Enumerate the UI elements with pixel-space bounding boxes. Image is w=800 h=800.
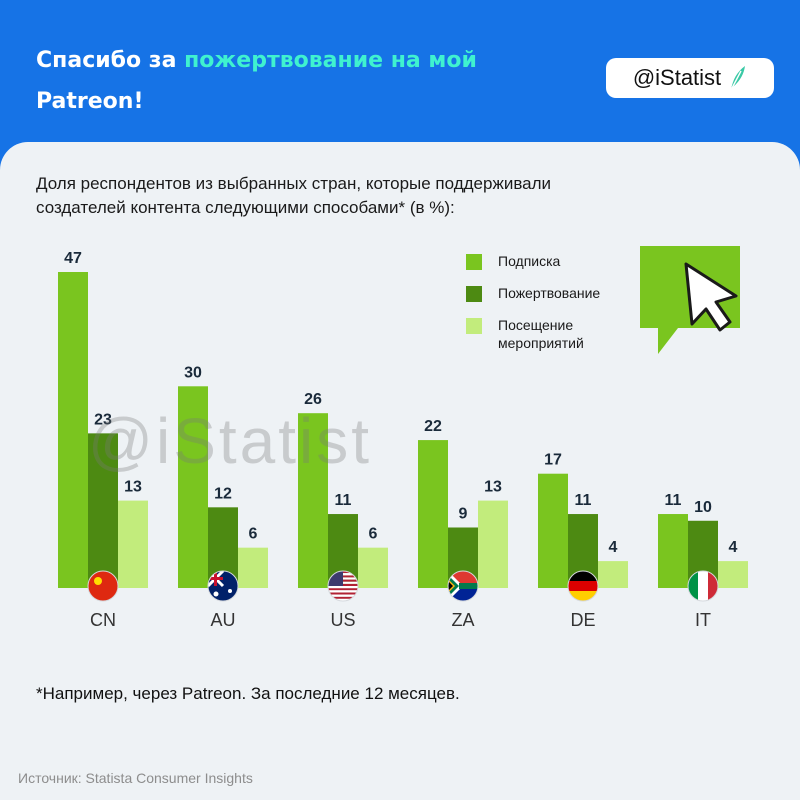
data-label-cn-s1: 47: [64, 250, 82, 267]
data-label-us-s3: 6: [369, 526, 378, 543]
data-label-de-s3: 4: [609, 539, 618, 556]
title-plain: Спасибо за: [36, 48, 185, 73]
data-label-au-s3: 6: [249, 526, 258, 543]
footnote: *Например, через Patreon. За последние 1…: [36, 684, 460, 703]
bar-au-s1: [178, 386, 208, 588]
feather-icon: [730, 66, 746, 91]
germany-flag-icon: [567, 570, 599, 602]
china-flag-icon: [87, 570, 119, 602]
legend: Подписка Пожертвование Посещение мероприяти…: [466, 253, 600, 351]
data-label-it-s2: 10: [694, 499, 712, 516]
data-label-za-s1: 22: [424, 418, 442, 435]
source-note: Источник: Statista Consumer Insights: [18, 770, 253, 786]
brand-label: @iStatist: [632, 65, 722, 90]
legend-label-s3: Посещение мероприятий: [498, 317, 584, 351]
data-label-cn-s2: 23: [94, 411, 112, 428]
data-label-us-s1: 26: [304, 391, 322, 408]
data-label-it-s1: 11: [665, 492, 682, 509]
bars-layer: 47 23 13 CN 30 12 6 AU 26 11 6 US 22 9 13 ZA 17 11 4 DE 11 10…: [58, 250, 748, 630]
chart-title: Доля респондентов из выбранных стран, ко…: [36, 174, 552, 217]
category-label-au: AU: [210, 610, 235, 630]
bar-cn-s3: [118, 500, 148, 588]
title-line2: Patreon!: [36, 89, 144, 114]
category-label-za: ZA: [451, 610, 474, 630]
data-label-it-s3: 4: [729, 539, 738, 556]
data-label-de-s1: 17: [544, 452, 562, 469]
bar-cn-s2: [88, 433, 118, 588]
bar-chart: 47 23 13 CN 30 12 6 AU 26 11 6 US 22 9 13 ZA 17 11 4 DE 11 10…: [58, 246, 748, 630]
usa-flag-icon: [327, 570, 359, 602]
brand-badge[interactable]: @iStatist: [606, 58, 774, 98]
data-label-za-s2: 9: [459, 505, 468, 522]
bar-za-s3: [478, 500, 508, 588]
legend-swatch-s2: [466, 286, 482, 302]
bar-it-s3: [718, 561, 748, 588]
data-label-au-s1: 30: [184, 364, 202, 381]
bar-za-s1: [418, 440, 448, 588]
bar-us-s3: [358, 547, 388, 588]
data-label-de-s2: 11: [575, 492, 592, 509]
category-label-it: IT: [695, 610, 711, 630]
data-label-au-s2: 12: [214, 485, 232, 502]
data-label-za-s3: 13: [484, 479, 502, 496]
south-africa-flag-icon: [447, 570, 479, 602]
category-label-us: US: [330, 610, 355, 630]
bar-de-s3: [598, 561, 628, 588]
category-label-de: DE: [570, 610, 595, 630]
legend-label-s1: Подписка: [498, 253, 561, 269]
data-label-us-s2: 11: [335, 492, 352, 509]
australia-flag-icon: [207, 570, 239, 602]
title-accent: пожертвование на мой: [184, 48, 477, 73]
category-label-cn: CN: [90, 610, 116, 630]
data-label-cn-s3: 13: [124, 479, 142, 496]
page-title: Спасибо за пожертвование на мой Patreon!: [36, 40, 556, 122]
bar-cn-s1: [58, 272, 88, 588]
legend-swatch-s1: [466, 254, 482, 270]
italy-flag-icon: [687, 570, 719, 602]
cursor-speech-bubble-icon: [640, 246, 740, 354]
bar-us-s1: [298, 413, 328, 588]
bar-it-s1: [658, 514, 688, 588]
legend-label-s2: Пожертвование: [498, 285, 600, 301]
bar-au-s3: [238, 547, 268, 588]
legend-swatch-s3: [466, 318, 482, 334]
bar-de-s1: [538, 473, 568, 588]
